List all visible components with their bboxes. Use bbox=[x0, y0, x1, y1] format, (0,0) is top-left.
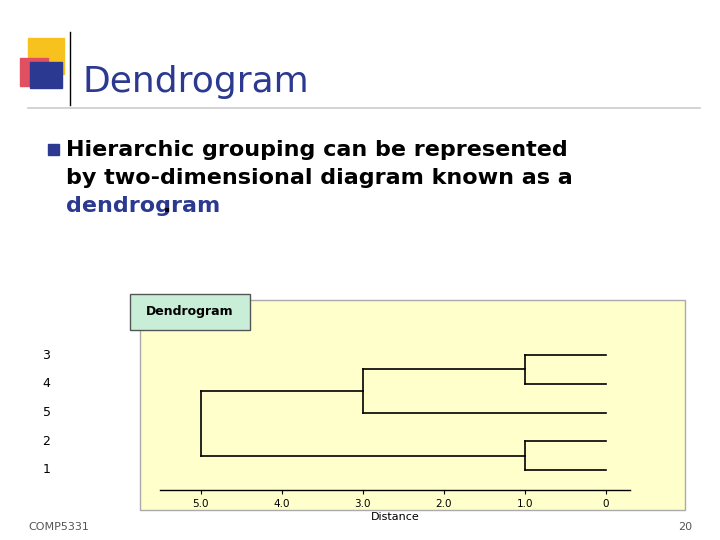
Text: 5: 5 bbox=[42, 406, 50, 419]
Bar bbox=[28, 38, 64, 74]
Text: .: . bbox=[163, 196, 171, 216]
Text: Dendrogram: Dendrogram bbox=[146, 306, 234, 319]
Text: COMP5331: COMP5331 bbox=[28, 522, 89, 532]
Text: by two-dimensional diagram known as a: by two-dimensional diagram known as a bbox=[66, 168, 572, 188]
Text: 4: 4 bbox=[42, 377, 50, 390]
Text: Dendrogram: Dendrogram bbox=[82, 65, 309, 99]
Text: dendrogram: dendrogram bbox=[66, 196, 220, 216]
Text: 2: 2 bbox=[42, 435, 50, 448]
Bar bbox=[130, 294, 250, 330]
Text: 3: 3 bbox=[42, 349, 50, 362]
Bar bbox=[30, 62, 62, 88]
Text: 20: 20 bbox=[678, 522, 692, 532]
Bar bbox=[20, 58, 48, 86]
X-axis label: Distance: Distance bbox=[371, 512, 419, 522]
Text: 1: 1 bbox=[42, 463, 50, 476]
Bar bbox=[48, 144, 59, 155]
Bar bbox=[140, 300, 685, 510]
Text: Hierarchic grouping can be represented: Hierarchic grouping can be represented bbox=[66, 140, 568, 160]
